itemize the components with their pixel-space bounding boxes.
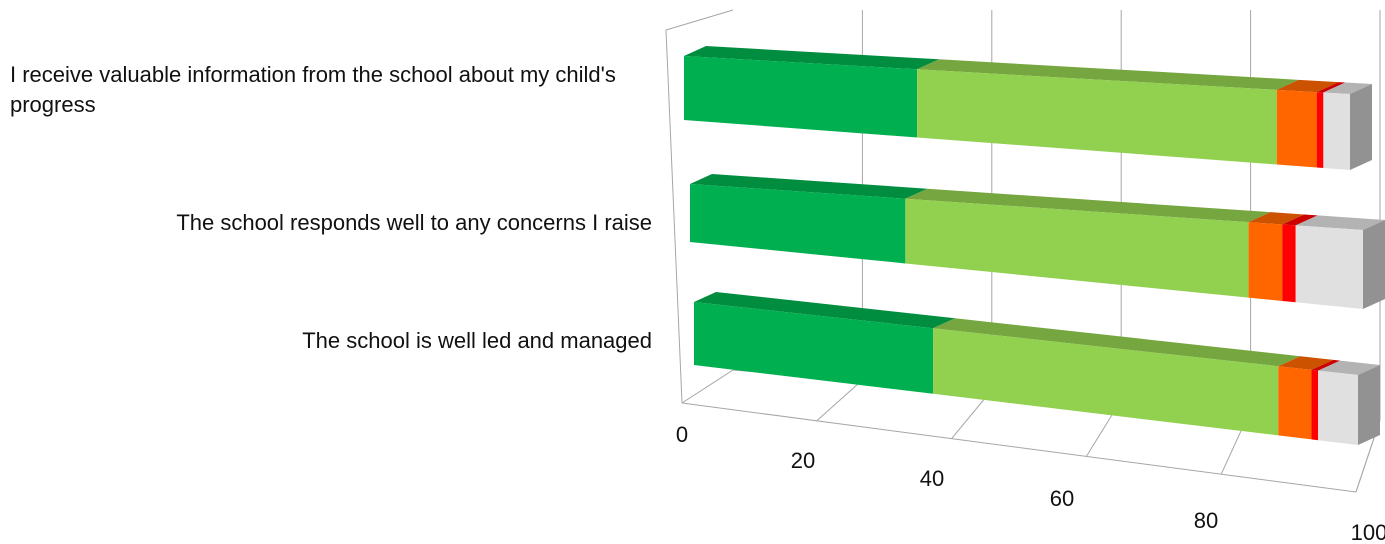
category-label-3: The school is well led and managed	[302, 328, 652, 353]
bar-segment-3-5	[1318, 370, 1358, 445]
bar-top-1-4	[1316, 82, 1346, 93]
x-tick-label-2: 40	[920, 466, 944, 491]
bar-top-2-1	[690, 174, 928, 199]
bar-segment-3-3	[1278, 366, 1312, 440]
bar-segment-2-1	[690, 184, 906, 264]
bar-top-3-4	[1311, 359, 1341, 371]
gridline-floor-0	[681, 369, 734, 404]
back-wall-top	[665, 9, 734, 31]
bar-segment-3-1	[694, 302, 934, 394]
bar-segment-1-4	[1316, 92, 1324, 168]
bar-top-2-3	[1248, 212, 1305, 225]
x-tick-label-0: 0	[676, 422, 688, 447]
x-tick-label-3: 60	[1050, 486, 1074, 511]
bar-segment-3-4	[1311, 369, 1319, 441]
bar-side-1	[1350, 84, 1372, 170]
x-tick-label-4: 80	[1194, 508, 1218, 533]
floor-front-edge	[681, 402, 1357, 493]
back-wall-left	[665, 29, 683, 404]
bar-top-1-2	[917, 59, 1299, 90]
bar-top-3-1	[694, 292, 956, 329]
category-label-1: I receive valuable information from the …	[10, 62, 616, 117]
bar-top-3-3	[1278, 356, 1334, 370]
bar-top-1-5	[1323, 82, 1372, 94]
bar-segment-2-4	[1282, 224, 1296, 303]
bar-side-3	[1358, 365, 1380, 445]
bar-top-2-2	[905, 188, 1271, 223]
category-label-2: The school responds well to any concerns…	[176, 210, 652, 235]
bar-top-1-1	[684, 46, 940, 70]
bar-segment-2-2	[905, 198, 1249, 298]
bar-top-3-2	[933, 318, 1301, 367]
bar-segment-1-2	[917, 69, 1277, 165]
x-tick-label-5: 100	[1351, 520, 1385, 544]
bar-segment-2-3	[1248, 222, 1283, 301]
bar-top-3-5	[1318, 360, 1380, 375]
bar-segment-3-2	[933, 328, 1279, 436]
gridline-floor-1	[816, 379, 863, 422]
x-tick-label-1: 20	[791, 448, 815, 473]
bar-top-2-5	[1295, 215, 1385, 230]
bar-segment-1-1	[684, 56, 918, 138]
bar-segment-2-5	[1295, 225, 1363, 309]
bar-top-2-4	[1282, 214, 1318, 226]
bar-side-2	[1363, 220, 1385, 309]
bar-top-1-3	[1276, 79, 1339, 93]
bar-segment-1-5	[1323, 92, 1350, 170]
bar-segment-1-3	[1276, 89, 1317, 168]
